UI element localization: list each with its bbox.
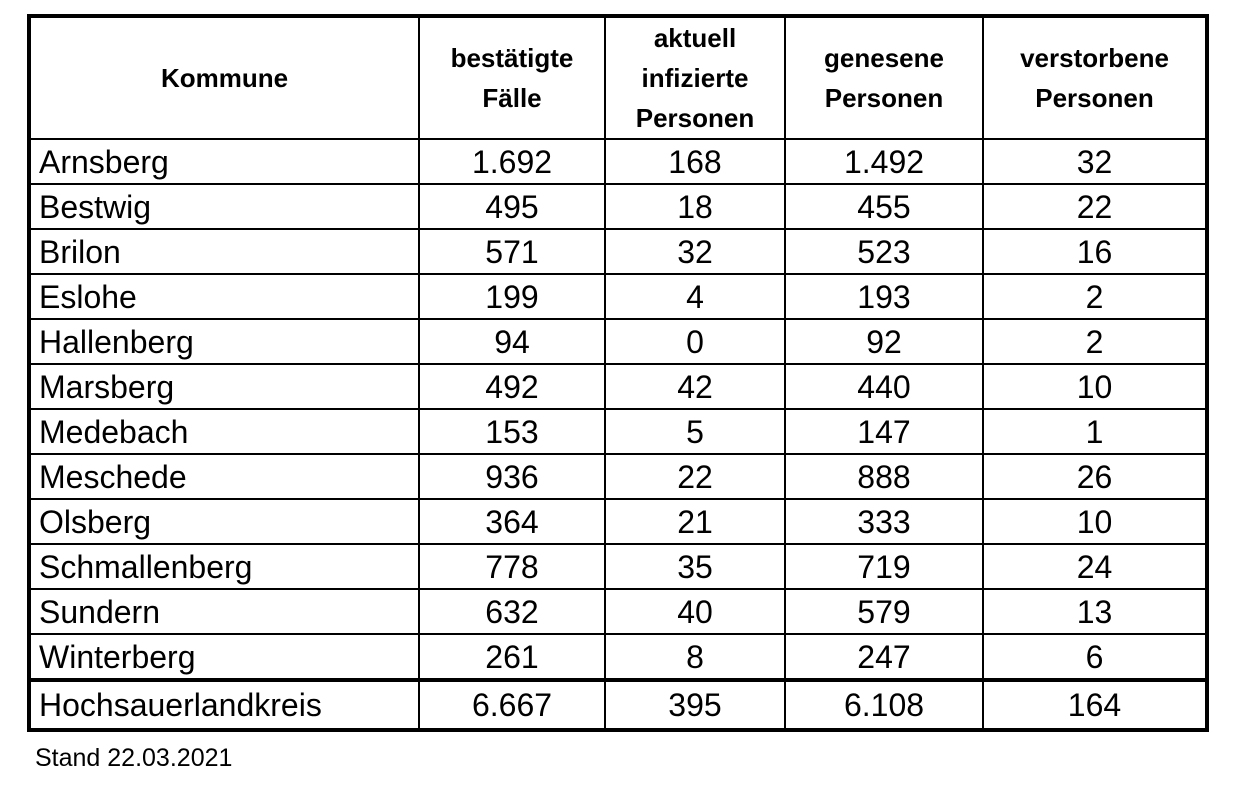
cell: 2: [982, 318, 1208, 365]
cell: 16: [982, 228, 1208, 275]
row-label: Sundern: [28, 588, 420, 635]
table-row: Schmallenberg 778 35 719 24: [28, 543, 1208, 590]
cell: 10: [982, 363, 1208, 410]
row-label: Schmallenberg: [28, 543, 420, 590]
cell: 492: [418, 363, 606, 410]
cell: 18: [604, 183, 786, 230]
table-row: Marsberg 492 42 440 10: [28, 363, 1208, 410]
cell: 495: [418, 183, 606, 230]
cell: 6.108: [784, 678, 984, 731]
table-row: Bestwig 495 18 455 22: [28, 183, 1208, 230]
table-row: Eslohe 199 4 193 2: [28, 273, 1208, 320]
cell: 261: [418, 633, 606, 681]
cell: 32: [604, 228, 786, 275]
column-header: bestätigte Fälle: [418, 15, 606, 140]
cell: 32: [982, 138, 1208, 185]
cell: 1.692: [418, 138, 606, 185]
cell: 2: [982, 273, 1208, 320]
total-row: Hochsauerlandkreis 6.667 395 6.108 164: [28, 678, 1208, 731]
cell: 22: [604, 453, 786, 500]
table-row: Olsberg 364 21 333 10: [28, 498, 1208, 545]
cell: 1.492: [784, 138, 984, 185]
cell: 153: [418, 408, 606, 455]
cell: 10: [982, 498, 1208, 545]
cell: 13: [982, 588, 1208, 635]
cell: 6: [982, 633, 1208, 681]
column-header: Kommune: [28, 15, 420, 140]
cell: 936: [418, 453, 606, 500]
cell: 35: [604, 543, 786, 590]
row-label: Hochsauerlandkreis: [28, 678, 420, 731]
row-label: Winterberg: [28, 633, 420, 681]
row-label: Brilon: [28, 228, 420, 275]
cell: 22: [982, 183, 1208, 230]
table-row: Medebach 153 5 147 1: [28, 408, 1208, 455]
cell: 164: [982, 678, 1208, 731]
table-row: Sundern 632 40 579 13: [28, 588, 1208, 635]
cell: 193: [784, 273, 984, 320]
header-row: Kommune bestätigte Fälle aktuell infiziert…: [28, 15, 1208, 140]
cell: 778: [418, 543, 606, 590]
footnote: Stand 22.03.2021: [35, 744, 233, 772]
cell: 6.667: [418, 678, 606, 731]
cell: 395: [604, 678, 786, 731]
column-header: genesene Personen: [784, 15, 984, 140]
table-row: Brilon 571 32 523 16: [28, 228, 1208, 275]
cell: 719: [784, 543, 984, 590]
cell: 24: [982, 543, 1208, 590]
column-header: verstorbene Personen: [982, 15, 1208, 140]
cell: 888: [784, 453, 984, 500]
cell: 8: [604, 633, 786, 681]
cell: 579: [784, 588, 984, 635]
row-label: Meschede: [28, 453, 420, 500]
row-label: Medebach: [28, 408, 420, 455]
cell: 40: [604, 588, 786, 635]
cell: 455: [784, 183, 984, 230]
cell: 4: [604, 273, 786, 320]
cell: 440: [784, 363, 984, 410]
column-header: aktuell infizierte Personen: [604, 15, 786, 140]
row-label: Bestwig: [28, 183, 420, 230]
cell: 1: [982, 408, 1208, 455]
table-row: Meschede 936 22 888 26: [28, 453, 1208, 500]
cell: 364: [418, 498, 606, 545]
data-table: Kommune bestätigte Fälle aktuell infiziert…: [27, 14, 1209, 732]
table-row: Winterberg 261 8 247 6: [28, 633, 1208, 681]
cell: 94: [418, 318, 606, 365]
table-row: Hallenberg 94 0 92 2: [28, 318, 1208, 365]
row-label: Marsberg: [28, 363, 420, 410]
row-label: Arnsberg: [28, 138, 420, 185]
cell: 632: [418, 588, 606, 635]
cell: 21: [604, 498, 786, 545]
cell: 247: [784, 633, 984, 681]
table-row: Arnsberg 1.692 168 1.492 32: [28, 138, 1208, 185]
cell: 168: [604, 138, 786, 185]
cell: 0: [604, 318, 786, 365]
cell: 42: [604, 363, 786, 410]
cell: 5: [604, 408, 786, 455]
cell: 26: [982, 453, 1208, 500]
cell: 199: [418, 273, 606, 320]
row-label: Olsberg: [28, 498, 420, 545]
row-label: Eslohe: [28, 273, 420, 320]
cell: 92: [784, 318, 984, 365]
cell: 571: [418, 228, 606, 275]
row-label: Hallenberg: [28, 318, 420, 365]
cell: 523: [784, 228, 984, 275]
cell: 147: [784, 408, 984, 455]
cell: 333: [784, 498, 984, 545]
